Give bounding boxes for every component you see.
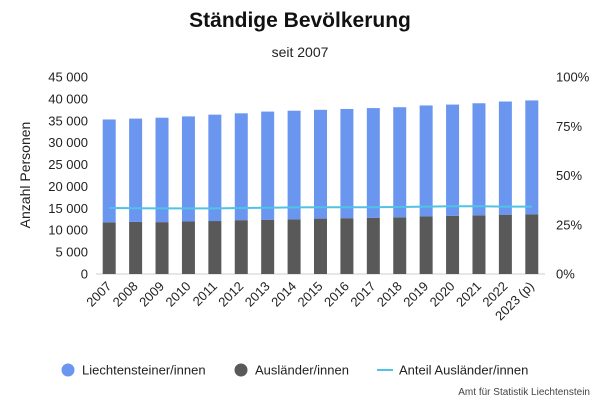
bar-liechtensteiner [446, 104, 460, 216]
bar-auslaender [525, 214, 539, 274]
y2-tick-label: 25% [556, 217, 582, 232]
y-tick-label: 10 000 [48, 223, 88, 238]
y-axis-label: Anzahl Personen [17, 122, 33, 229]
x-tick-label: 2013 [242, 279, 273, 310]
y-tick-label: 5 000 [55, 245, 88, 260]
bar-auslaender [208, 221, 222, 274]
legend-label-liechtensteiner: Liechtensteiner/innen [82, 363, 206, 378]
legend: Liechtensteiner/innen Ausländer/innen Ante… [61, 363, 528, 378]
bar-auslaender [314, 218, 327, 274]
line-anteil-auslaender [109, 205, 532, 210]
x-tick-label: 2012 [215, 279, 246, 310]
bar-liechtensteiner [287, 110, 301, 220]
bar-auslaender [419, 216, 433, 274]
bar-liechtensteiner [261, 111, 275, 220]
bar-auslaender [393, 217, 407, 274]
bar-auslaender [102, 222, 116, 274]
plot-area: 0 5 000 10 000 15 000 20 000 25 000 30 000 35 0… [48, 70, 589, 324]
x-tick-label: 2021 [453, 279, 484, 310]
bar-liechtensteiner [472, 103, 486, 216]
x-tick-label: 2014 [268, 279, 299, 310]
bar-auslaender [234, 220, 248, 274]
y-tick-label: 0 [81, 267, 88, 282]
y-tick-label: 35 000 [48, 113, 88, 128]
source-note: Amt für Statistik Liechtenstein [458, 387, 590, 398]
y2-tick-label: 100% [556, 70, 590, 85]
legend-label-auslaender: Ausländer/innen [255, 363, 349, 378]
y2-tick-label: 75% [556, 119, 582, 134]
legend-label-anteil: Anteil Ausländer/innen [399, 363, 528, 378]
x-tick-label: 2015 [295, 279, 326, 310]
bar-liechtensteiner [314, 109, 327, 219]
x-tick-label: 2011 [190, 279, 220, 309]
bar-liechtensteiner [340, 108, 354, 219]
y-tick-label: 25 000 [48, 157, 88, 172]
legend-marker-liechtensteiner [61, 363, 75, 377]
bar-auslaender [287, 219, 301, 274]
bar-liechtensteiner [419, 105, 433, 217]
bar-liechtensteiner [393, 107, 407, 218]
bar-liechtensteiner [525, 100, 539, 215]
y-tick-label: 30 000 [48, 135, 88, 150]
bar-liechtensteiner [498, 101, 512, 215]
y2-tick-label: 50% [556, 168, 582, 183]
bar-auslaender [340, 218, 354, 274]
y-tick-label: 20 000 [48, 179, 88, 194]
x-tick-label: 2020 [427, 279, 458, 310]
bar-liechtensteiner [155, 117, 169, 223]
bar-auslaender [261, 219, 275, 274]
bar-auslaender [446, 215, 460, 274]
x-tick-label: 2008 [110, 279, 141, 310]
bar-auslaender [366, 217, 380, 274]
x-tick-label: 2017 [347, 279, 378, 310]
x-tick-label: 2018 [374, 279, 405, 310]
bar-liechtensteiner [208, 114, 222, 222]
bar-auslaender [155, 222, 169, 274]
y-tick-label: 40 000 [48, 91, 88, 106]
y-tick-label: 45 000 [48, 70, 88, 85]
bar-auslaender [498, 214, 512, 274]
bar-liechtensteiner [366, 108, 380, 218]
bar-liechtensteiner [129, 118, 143, 222]
bar-auslaender [472, 215, 486, 274]
chart-subtitle: seit 2007 [272, 44, 329, 60]
bar-liechtensteiner [234, 113, 248, 221]
x-tick-label: 2007 [83, 279, 114, 310]
x-tick-label: 2016 [321, 279, 352, 310]
x-tick-label: 2009 [136, 279, 167, 310]
x-tick-label: 2019 [400, 279, 431, 310]
bar-auslaender [129, 221, 143, 274]
y2-tick-label: 0% [556, 267, 575, 282]
bar-auslaender [181, 221, 195, 274]
x-tick-label: 2010 [163, 279, 194, 310]
legend-marker-auslaender [234, 363, 248, 377]
bar-liechtensteiner [102, 119, 116, 223]
bar-liechtensteiner [181, 116, 195, 222]
chart-title: Ständige Bevölkerung [189, 9, 411, 32]
y-tick-label: 15 000 [48, 201, 88, 216]
